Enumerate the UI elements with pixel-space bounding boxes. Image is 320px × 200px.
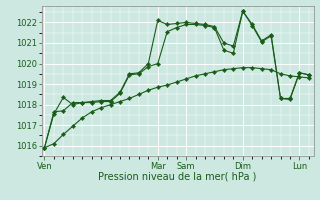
X-axis label: Pression niveau de la mer( hPa ): Pression niveau de la mer( hPa ) [99, 172, 257, 182]
